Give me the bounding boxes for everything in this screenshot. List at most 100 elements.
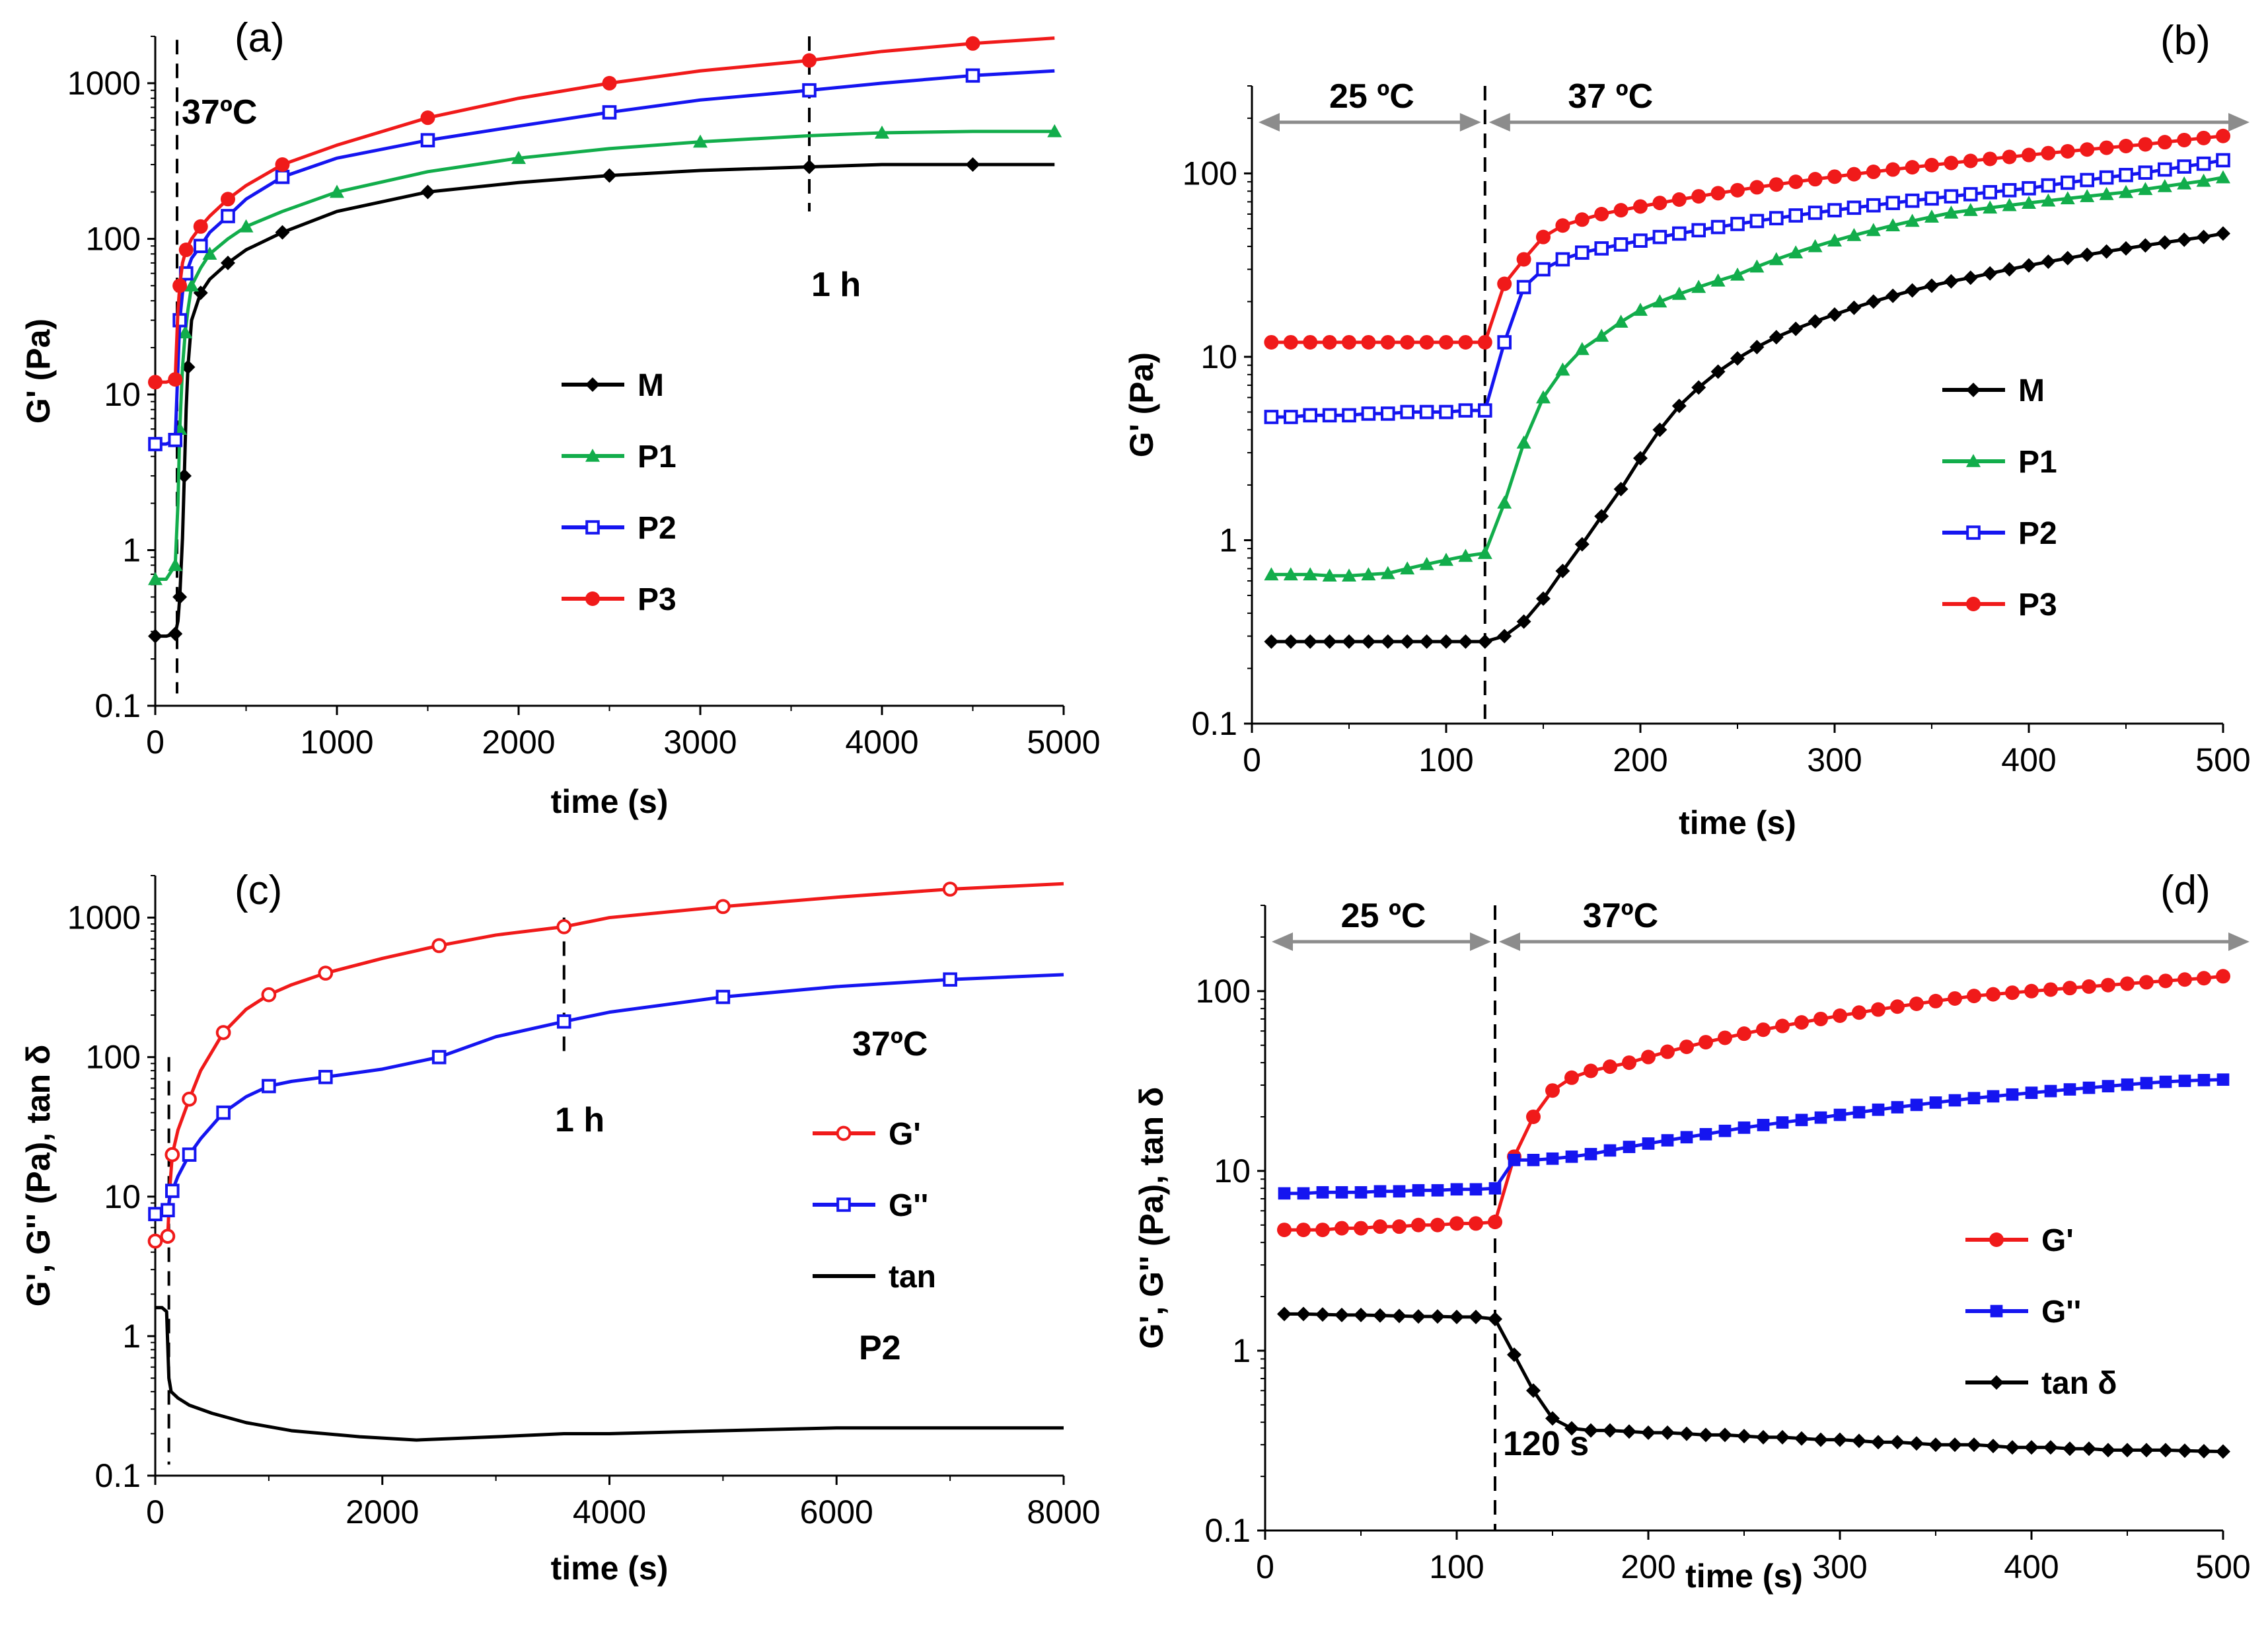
data-point — [1536, 262, 1551, 277]
legend-swatch-marker — [836, 1125, 852, 1141]
data-point — [1749, 340, 1765, 355]
data-point — [1660, 1044, 1675, 1059]
data-point — [2022, 147, 2036, 163]
data-point — [2120, 976, 2135, 991]
data-point — [1303, 567, 1318, 581]
data-point — [2158, 162, 2172, 177]
data-point — [1660, 1425, 1675, 1440]
data-point — [1303, 408, 1318, 423]
data-point — [1699, 1127, 1712, 1141]
data-point — [1545, 1411, 1560, 1426]
legend-label: tan — [889, 1260, 936, 1295]
series-tan — [155, 1306, 1064, 1442]
data-point — [1983, 151, 1998, 167]
data-point — [2043, 982, 2058, 997]
data-point — [1477, 546, 1492, 559]
data-point — [1833, 1108, 1847, 1121]
region-arrow-25C-head-right — [1470, 932, 1491, 951]
data-point — [1322, 408, 1337, 423]
data-point — [1788, 174, 1804, 190]
data-point — [1710, 273, 1726, 287]
y-tick-label: 100 — [1183, 155, 1237, 192]
x-tick-label: 400 — [2004, 1548, 2059, 1585]
data-point — [318, 1069, 333, 1084]
data-point — [1757, 1119, 1770, 1131]
data-point — [1322, 634, 1337, 649]
data-point — [2005, 1440, 2020, 1455]
annotation-label: 120 s — [1503, 1425, 1589, 1463]
x-tick-label: 0 — [146, 1493, 165, 1531]
series-line — [155, 36, 1055, 384]
y-tick-label: 100 — [1196, 973, 1251, 1010]
data-point — [1469, 1183, 1482, 1196]
data-point — [168, 372, 183, 387]
legend-swatch-marker — [585, 520, 600, 535]
data-point — [1691, 380, 1706, 395]
data-point — [2178, 1075, 2191, 1087]
data-point — [1827, 169, 1842, 184]
data-point — [1885, 218, 1901, 232]
data-point — [1890, 999, 1905, 1014]
data-point — [1380, 566, 1395, 580]
data-point — [1983, 185, 1997, 200]
data-point — [2139, 975, 2154, 990]
data-point — [2002, 149, 2017, 165]
data-point — [1756, 1429, 1771, 1445]
data-point — [2041, 193, 2056, 207]
data-point — [1574, 212, 1590, 227]
data-point — [1411, 1309, 1426, 1324]
data-point — [1944, 205, 1959, 219]
data-point — [1738, 1121, 1751, 1134]
data-point — [1497, 628, 1512, 644]
data-point — [1775, 1429, 1790, 1445]
data-point — [1986, 1439, 2000, 1454]
data-point — [1788, 321, 1804, 336]
x-tick-label: 500 — [2195, 1548, 2250, 1585]
data-point — [1718, 1030, 1732, 1045]
data-point — [1516, 280, 1531, 295]
data-point — [1769, 330, 1784, 345]
data-point — [1814, 1111, 1827, 1124]
data-point — [1905, 213, 1920, 227]
data-point — [2080, 247, 2095, 262]
data-point — [1905, 160, 1920, 175]
data-point — [1866, 294, 1881, 309]
data-point — [1983, 200, 1998, 214]
data-point — [2159, 1075, 2172, 1088]
data-point — [1277, 1306, 1292, 1322]
legend-label: P3 — [2018, 587, 2057, 623]
data-point — [1944, 274, 1959, 289]
data-point — [1264, 410, 1279, 424]
data-point — [148, 437, 163, 451]
data-point — [1439, 404, 1453, 420]
data-point — [602, 105, 617, 120]
data-point — [2197, 971, 2211, 986]
data-point — [2063, 1441, 2077, 1456]
data-point — [184, 278, 199, 292]
data-point — [1516, 252, 1531, 267]
data-point — [1866, 165, 1881, 180]
data-point — [1633, 303, 1648, 316]
data-point — [1439, 334, 1453, 350]
data-point — [1430, 1217, 1445, 1232]
data-point — [2060, 143, 2075, 159]
series-G- — [148, 972, 1064, 1221]
data-point — [1909, 1436, 1924, 1451]
data-point — [2139, 1443, 2154, 1458]
data-point — [1691, 189, 1706, 204]
data-point — [1924, 157, 1939, 172]
series-line — [155, 973, 1064, 1216]
data-point — [215, 1025, 231, 1040]
data-point — [2080, 142, 2095, 157]
data-point — [1564, 1421, 1579, 1436]
data-point — [943, 972, 957, 987]
chart-b: 0 100 200 300 400 500 0.1 1 10 100 time (s) G' (Pa)… — [1123, 18, 2251, 841]
legend-label: P1 — [2018, 445, 2057, 480]
data-point — [1264, 334, 1279, 350]
data-point — [1671, 192, 1687, 208]
data-point — [1361, 334, 1376, 350]
data-point — [1303, 334, 1318, 350]
data-point — [2101, 1443, 2115, 1458]
data-point — [1847, 167, 1862, 182]
data-point — [1603, 1144, 1617, 1157]
